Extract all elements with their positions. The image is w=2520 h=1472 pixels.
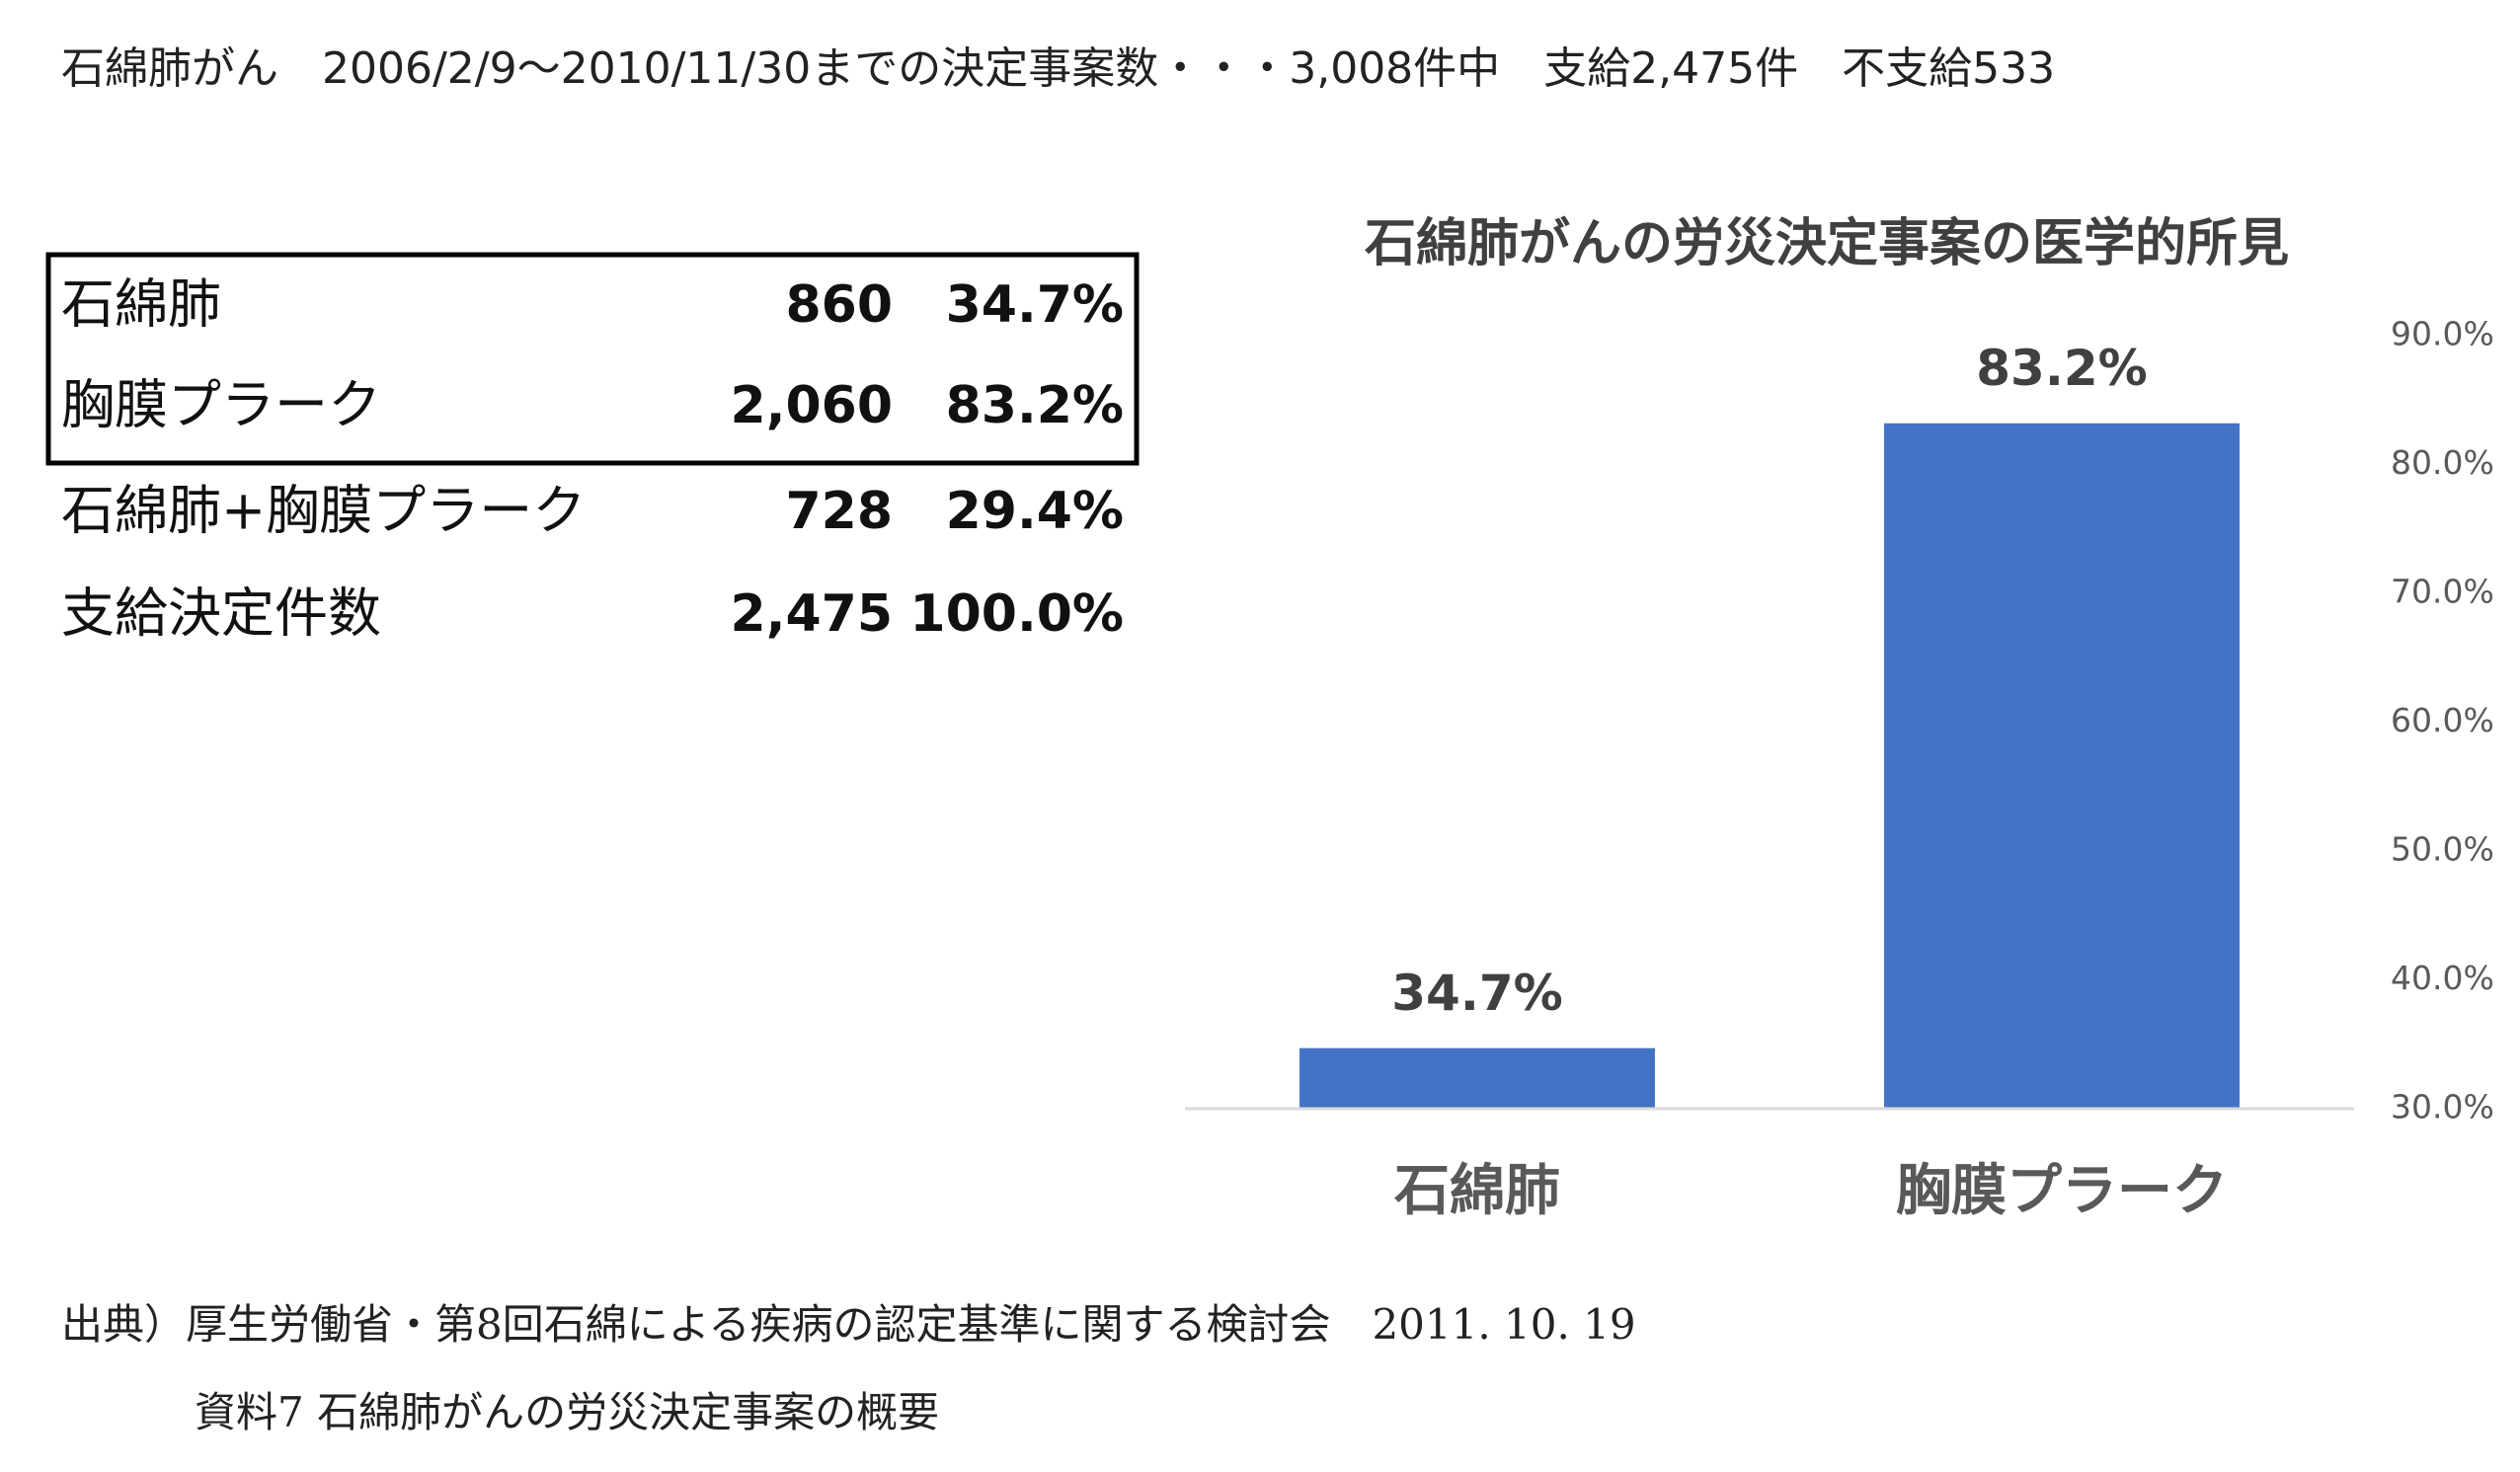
row-label: 石綿肺 — [61, 273, 221, 336]
row-percent: 83.2% — [946, 376, 1124, 435]
bar — [1884, 423, 2240, 1109]
y-tick-label: 60.0% — [2391, 701, 2494, 739]
y-tick-label: 80.0% — [2391, 443, 2494, 482]
row-percent: 100.0% — [909, 584, 1124, 644]
chart-title: 石綿肺がんの労災決定事案の医学的所見 — [1365, 214, 2289, 273]
row-count: 728 — [785, 482, 893, 541]
row-count: 860 — [785, 275, 893, 335]
value-label: 83.2% — [1976, 340, 2147, 397]
row-label: 石綿肺+胸膜プラーク — [61, 480, 586, 542]
y-tick-label: 50.0% — [2391, 830, 2494, 869]
row-count: 2,475 — [731, 584, 893, 644]
y-tick-label: 40.0% — [2391, 959, 2494, 997]
bar — [1299, 1047, 1655, 1109]
table-box — [45, 252, 1140, 466]
chart: 石綿肺がんの労災決定事案の医学的所見 30.0% 40.0% 50.0% 60.0% 7… — [1185, 214, 2494, 1223]
source-line: 資料7 石綿肺がんの労災決定事案の概要 — [195, 1388, 939, 1436]
row-percent: 34.7% — [946, 275, 1124, 335]
header-title: 石綿肺がん 2006/2/9～2010/11/30までの決定事案数・・・3,00… — [61, 43, 2055, 94]
y-tick-label: 70.0% — [2391, 573, 2494, 611]
x-tick-label: 石綿肺 — [1394, 1159, 1560, 1223]
row-label: 胸膜プラーク — [61, 374, 381, 436]
x-tick-label: 胸膜プラーク — [1896, 1159, 2228, 1223]
row-label: 支給決定件数 — [61, 582, 381, 645]
row-count: 2,060 — [731, 376, 893, 435]
source-line: 出典）厚生労働省・第8回石綿による疾病の認定基準に関する検討会 2011. 10… — [61, 1300, 1636, 1349]
y-tick-label: 90.0% — [2391, 315, 2494, 353]
y-tick-label: 30.0% — [2391, 1088, 2494, 1126]
row-percent: 29.4% — [946, 482, 1124, 541]
value-label: 34.7% — [1391, 965, 1562, 1022]
table: 石綿肺 860 34.7% 胸膜プラーク 2,060 83.2% 石綿肺+胸膜プラーク 728… — [61, 273, 1124, 645]
